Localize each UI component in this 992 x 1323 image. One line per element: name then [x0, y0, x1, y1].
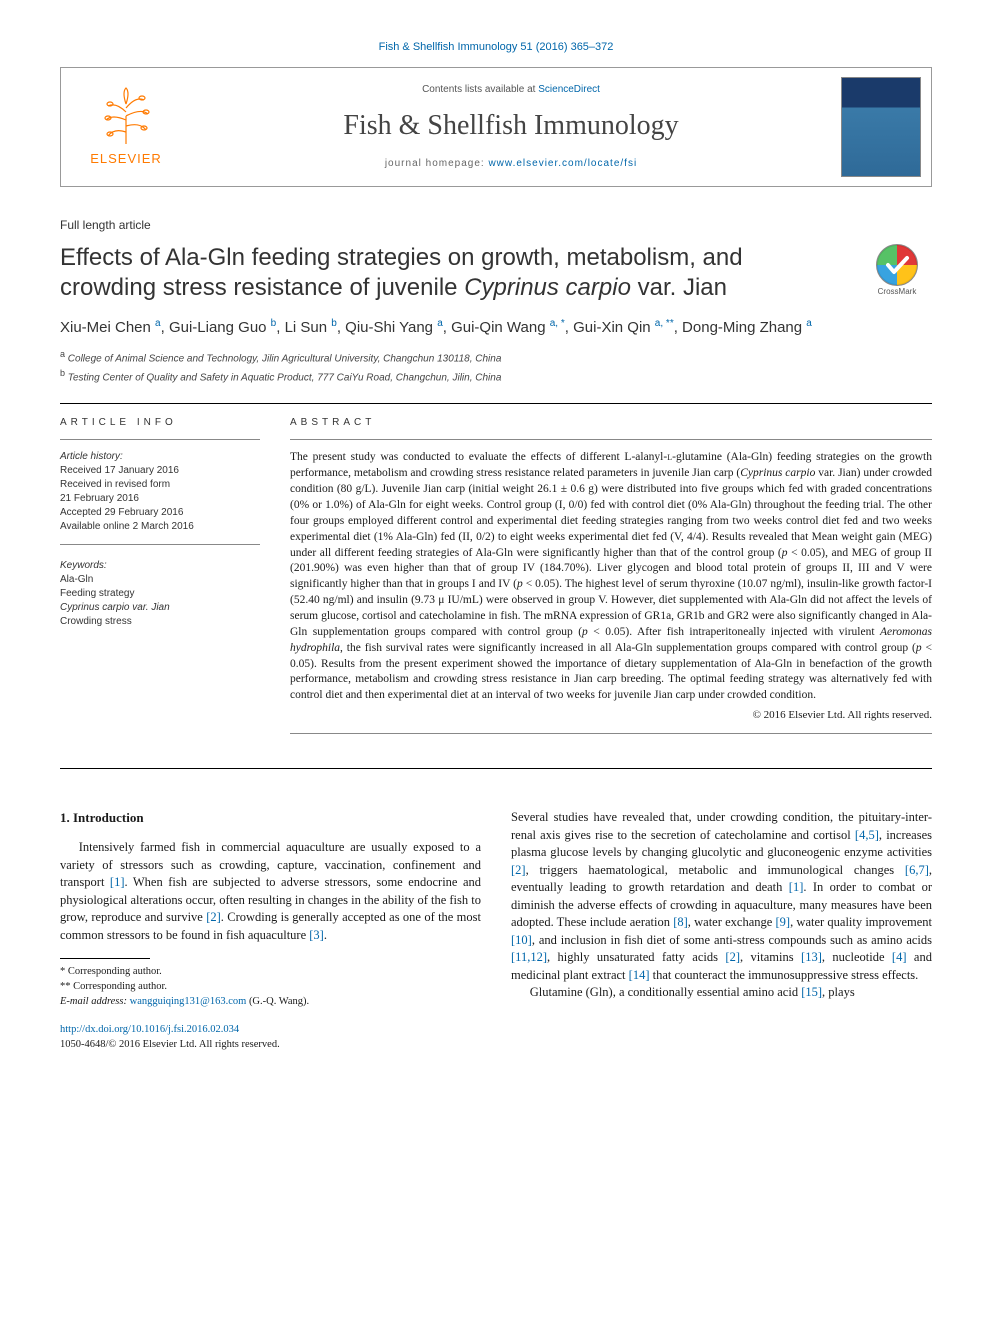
affil-a: a College of Animal Science and Technolo… [60, 348, 932, 366]
article-info-head: ARTICLE INFO [60, 416, 260, 430]
corresponding-email-link[interactable]: wangguiqing131@163.com [130, 996, 247, 1007]
history-line: 21 February 2016 [60, 492, 260, 506]
homepage-line: journal homepage: www.elsevier.com/locat… [385, 157, 637, 171]
publisher-name: ELSEVIER [90, 150, 162, 168]
intro-para-right-2: Glutamine (Gln), a conditionally essenti… [511, 984, 932, 1002]
journal-cover-icon [841, 77, 921, 177]
intro-para-left: Intensively farmed fish in commercial aq… [60, 839, 481, 944]
keywords-head: Keywords: [60, 559, 260, 573]
body-columns: 1. Introduction Intensively farmed fish … [60, 809, 932, 1053]
contents-prefix: Contents lists available at [422, 84, 538, 95]
intro-para-right: Several studies have revealed that, unde… [511, 809, 932, 984]
publisher-block: ELSEVIER [61, 68, 191, 186]
abstract-copyright: © 2016 Elsevier Ltd. All rights reserved… [290, 708, 932, 723]
abstract-col: ABSTRACT The present study was conducted… [290, 416, 932, 744]
keyword: Feeding strategy [60, 587, 260, 601]
homepage-prefix: journal homepage: [385, 158, 489, 169]
meta-abstract-row: ARTICLE INFO Article history: Received 1… [60, 416, 932, 744]
doi-link[interactable]: http://dx.doi.org/10.1016/j.fsi.2016.02.… [60, 1024, 239, 1035]
homepage-link[interactable]: www.elsevier.com/locate/fsi [488, 158, 637, 169]
history-head: Article history: [60, 450, 260, 464]
affil-a-text: College of Animal Science and Technology… [68, 354, 502, 365]
footnote-rule [60, 958, 150, 959]
issn-line: 1050-4648/© 2016 Elsevier Ltd. All right… [60, 1038, 481, 1053]
keyword: Ala-Gln [60, 573, 260, 587]
elsevier-tree-icon [96, 86, 156, 146]
rule-top [60, 403, 932, 404]
article-type: Full length article [60, 217, 932, 233]
abstract-text: The present study was conducted to evalu… [290, 450, 932, 704]
abs-rule-bottom [290, 733, 932, 734]
history-line: Accepted 29 February 2016 [60, 506, 260, 520]
running-head: Fish & Shellfish Immunology 51 (2016) 36… [60, 40, 932, 55]
footnote-email: E-mail address: wangguiqing131@163.com (… [60, 995, 481, 1010]
section-heading: 1. Introduction [60, 809, 481, 827]
doi-block: http://dx.doi.org/10.1016/j.fsi.2016.02.… [60, 1023, 481, 1052]
journal-title: Fish & Shellfish Immunology [343, 107, 678, 145]
history-line: Available online 2 March 2016 [60, 520, 260, 534]
history-line: Received 17 January 2016 [60, 464, 260, 478]
footnotes: * Corresponding author. ** Corresponding… [60, 958, 481, 1009]
article-info-col: ARTICLE INFO Article history: Received 1… [60, 416, 260, 744]
keyword: Cyprinus carpio var. Jian [60, 601, 260, 615]
crossmark-icon [875, 243, 919, 287]
author-list: Xiu-Mei Chen a, Gui-Liang Guo b, Li Sun … [60, 317, 932, 338]
header-center: Contents lists available at ScienceDirec… [191, 68, 831, 186]
journal-header: ELSEVIER Contents lists available at Sci… [60, 67, 932, 187]
email-tail: (G.-Q. Wang). [246, 996, 309, 1007]
crossmark-label: CrossMark [878, 287, 917, 298]
body-col-left: 1. Introduction Intensively farmed fish … [60, 809, 481, 1053]
sciencedirect-link[interactable]: ScienceDirect [538, 84, 600, 95]
affiliations: a College of Animal Science and Technolo… [60, 348, 932, 385]
abs-rule [290, 439, 932, 440]
keyword-ital: Cyprinus carpio var. Jian [60, 602, 170, 613]
rule-bottom [60, 768, 932, 769]
title-italic: Cyprinus carpio [464, 274, 631, 301]
contents-line: Contents lists available at ScienceDirec… [422, 83, 600, 97]
crossmark-badge[interactable]: CrossMark [862, 243, 932, 298]
email-label: E-mail address: [60, 996, 130, 1007]
footnote-line: ** Corresponding author. [60, 980, 481, 995]
running-head-link[interactable]: Fish & Shellfish Immunology 51 (2016) 36… [379, 41, 614, 53]
title-row: Effects of Ala-Gln feeding strategies on… [60, 243, 932, 303]
body-col-right: Several studies have revealed that, unde… [511, 809, 932, 1053]
history-line: Received in revised form [60, 478, 260, 492]
affil-b-text: Testing Center of Quality and Safety in … [68, 372, 502, 383]
keyword: Crowding stress [60, 615, 260, 629]
cover-thumb-slot [831, 68, 931, 186]
meta-rule [60, 439, 260, 440]
meta-rule-2 [60, 544, 260, 545]
title-part-2: var. Jian [631, 274, 727, 301]
abstract-head: ABSTRACT [290, 416, 932, 430]
footnote-line: * Corresponding author. [60, 965, 481, 980]
affil-b: b Testing Center of Quality and Safety i… [60, 367, 932, 385]
article-title: Effects of Ala-Gln feeding strategies on… [60, 243, 862, 303]
